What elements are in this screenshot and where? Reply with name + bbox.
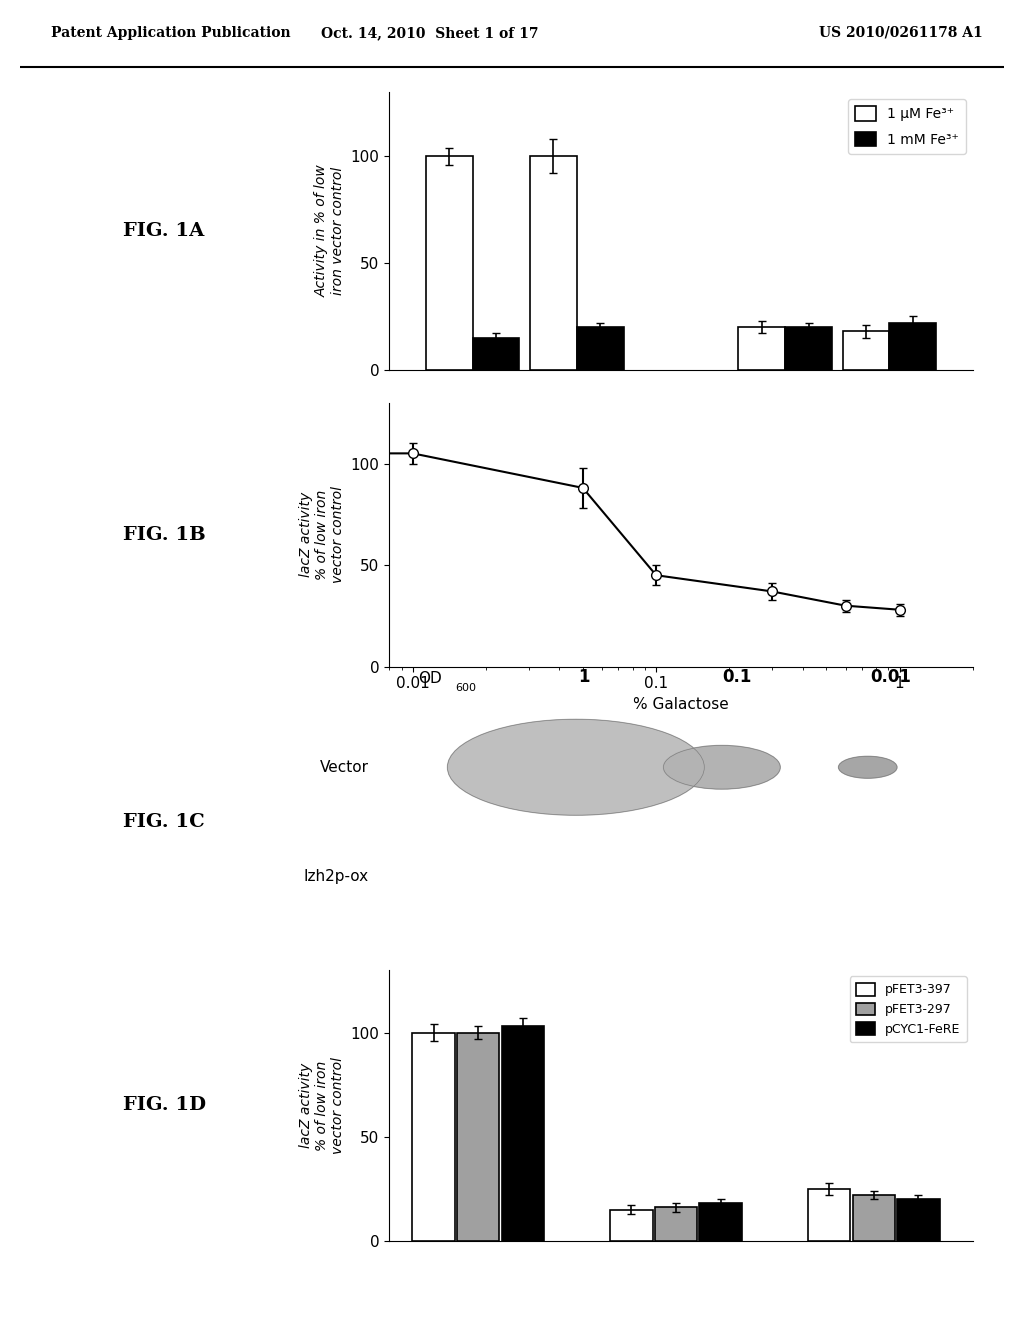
Text: FIG. 1A: FIG. 1A xyxy=(123,222,204,240)
Bar xyxy=(843,331,890,370)
Bar xyxy=(457,1032,500,1241)
Circle shape xyxy=(839,756,897,777)
Bar xyxy=(577,327,624,370)
Bar xyxy=(502,1027,544,1241)
Text: OD: OD xyxy=(418,672,442,686)
Text: Izh2p-ox: Izh2p-ox xyxy=(805,453,869,467)
Text: Vector: Vector xyxy=(319,760,369,775)
Text: 600: 600 xyxy=(456,682,477,693)
Bar xyxy=(413,1032,455,1241)
Bar xyxy=(853,1195,895,1241)
Y-axis label: Activity in % of low
iron vector control: Activity in % of low iron vector control xyxy=(314,165,345,297)
Bar xyxy=(472,338,519,370)
Text: US 2010/0261178 A1: US 2010/0261178 A1 xyxy=(819,26,983,40)
Bar xyxy=(699,1204,741,1241)
Text: FIG. 1B: FIG. 1B xyxy=(123,525,206,544)
Bar xyxy=(890,322,936,370)
Text: 0.01: 0.01 xyxy=(870,668,911,686)
Bar xyxy=(785,327,833,370)
Text: Oct. 14, 2010  Sheet 1 of 17: Oct. 14, 2010 Sheet 1 of 17 xyxy=(322,26,539,40)
Bar xyxy=(897,1199,940,1241)
Bar xyxy=(808,1189,851,1241)
Y-axis label: lacZ activity
% of low iron
vector control: lacZ activity % of low iron vector contr… xyxy=(299,486,345,583)
Text: Vector: Vector xyxy=(500,453,549,467)
Text: 0.1: 0.1 xyxy=(723,668,752,686)
Legend: pFET3-397, pFET3-297, pCYC1-FeRE: pFET3-397, pFET3-297, pCYC1-FeRE xyxy=(850,977,967,1043)
Bar xyxy=(655,1208,697,1241)
Text: FIG. 1C: FIG. 1C xyxy=(123,813,205,830)
Bar xyxy=(738,327,785,370)
Text: Patent Application Publication: Patent Application Publication xyxy=(51,26,291,40)
Y-axis label: lacZ activity
% of low iron
vector control: lacZ activity % of low iron vector contr… xyxy=(299,1057,345,1154)
Bar xyxy=(610,1209,652,1241)
Circle shape xyxy=(664,746,780,789)
Legend: 1 μM Fe³⁺, 1 mM Fe³⁺: 1 μM Fe³⁺, 1 mM Fe³⁺ xyxy=(848,99,966,154)
Text: FIG. 1D: FIG. 1D xyxy=(123,1097,206,1114)
Circle shape xyxy=(447,719,705,816)
Bar xyxy=(529,156,577,370)
Text: Izh2p-ox: Izh2p-ox xyxy=(303,869,369,883)
X-axis label: % Galactose: % Galactose xyxy=(633,697,729,711)
Text: 1: 1 xyxy=(578,668,590,686)
Bar xyxy=(426,156,472,370)
